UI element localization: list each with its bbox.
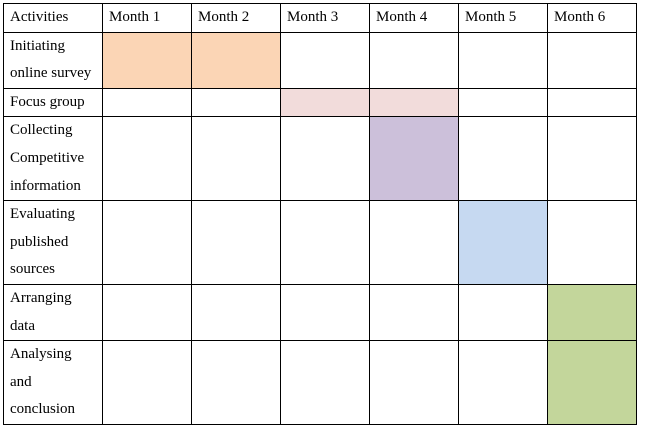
schedule-cell-filled — [280, 87, 370, 118]
schedule-cell — [458, 31, 548, 89]
activity-row: Evaluating published sources — [3, 200, 637, 285]
schedule-cell — [369, 31, 459, 89]
schedule-cell — [280, 31, 370, 89]
activity-row: Arranging data — [3, 283, 637, 342]
schedule-cell — [280, 340, 370, 425]
activity-label: Focus group — [3, 87, 103, 118]
schedule-cell-filled — [102, 31, 192, 89]
schedule-cell — [280, 116, 370, 202]
activity-row: Focus group — [3, 87, 637, 118]
schedule-cell — [458, 116, 548, 202]
header-month-3: Month 3 — [280, 3, 370, 33]
activity-label: Evaluating published sources — [3, 200, 103, 285]
activity-label-line: Collecting — [10, 122, 73, 139]
header-month-2: Month 2 — [191, 3, 281, 33]
activity-label: Collecting Competitive information — [3, 116, 103, 202]
activity-label-line: Focus group — [10, 93, 85, 110]
activity-schedule-table: Activities Month 1 Month 2 Month 3 Month… — [3, 3, 637, 425]
schedule-cell — [458, 87, 548, 118]
activity-label-line: information — [10, 177, 81, 194]
schedule-cell-filled — [547, 340, 637, 425]
schedule-cell-filled — [369, 116, 459, 202]
schedule-cell — [547, 200, 637, 285]
schedule-cell-filled — [369, 87, 459, 118]
schedule-cell — [102, 340, 192, 425]
header-month-4: Month 4 — [369, 3, 459, 33]
schedule-cell — [191, 283, 281, 342]
schedule-cell — [102, 283, 192, 342]
schedule-cell — [102, 116, 192, 202]
activity-label-line: Arranging — [10, 289, 72, 306]
schedule-cell — [369, 200, 459, 285]
activity-label-line: data — [10, 317, 35, 334]
activity-label: Arranging data — [3, 283, 103, 342]
schedule-cell — [369, 283, 459, 342]
header-activities: Activities — [3, 3, 103, 33]
schedule-cell — [102, 200, 192, 285]
schedule-cell-filled — [547, 283, 637, 342]
schedule-cell — [547, 31, 637, 89]
schedule-cell — [191, 116, 281, 202]
activity-label: Analysing and conclusion — [3, 340, 103, 425]
activity-label: Initiating online survey — [3, 31, 103, 89]
schedule-cell — [191, 200, 281, 285]
schedule-cell-filled — [458, 200, 548, 285]
activity-label-line: and — [10, 373, 32, 390]
activity-label-line: Competitive — [10, 149, 85, 166]
activity-row: Initiating online survey — [3, 31, 637, 89]
header-month-6: Month 6 — [547, 3, 637, 33]
schedule-cell — [547, 87, 637, 118]
schedule-cell — [280, 200, 370, 285]
activity-label-line: published — [10, 233, 69, 250]
activity-label-line: Analysing — [10, 346, 72, 363]
header-month-5: Month 5 — [458, 3, 548, 33]
schedule-cell — [458, 283, 548, 342]
header-month-1: Month 1 — [102, 3, 192, 33]
table-body: Activities Month 1 Month 2 Month 3 Month… — [3, 3, 637, 425]
schedule-cell — [547, 116, 637, 202]
schedule-cell — [191, 340, 281, 425]
schedule-cell — [369, 340, 459, 425]
activity-label-line: sources — [10, 261, 55, 278]
schedule-cell — [280, 283, 370, 342]
activity-label-line: conclusion — [10, 401, 75, 418]
header-row: Activities Month 1 Month 2 Month 3 Month… — [3, 3, 637, 33]
schedule-cell — [102, 87, 192, 118]
schedule-cell — [458, 340, 548, 425]
activity-row: Collecting Competitive information — [3, 116, 637, 202]
activity-label-line: online survey — [10, 65, 92, 82]
schedule-cell — [191, 87, 281, 118]
schedule-cell-filled — [191, 31, 281, 89]
activity-label-line: Initiating — [10, 37, 65, 54]
activity-row: Analysing and conclusion — [3, 340, 637, 425]
activity-label-line: Evaluating — [10, 206, 75, 223]
